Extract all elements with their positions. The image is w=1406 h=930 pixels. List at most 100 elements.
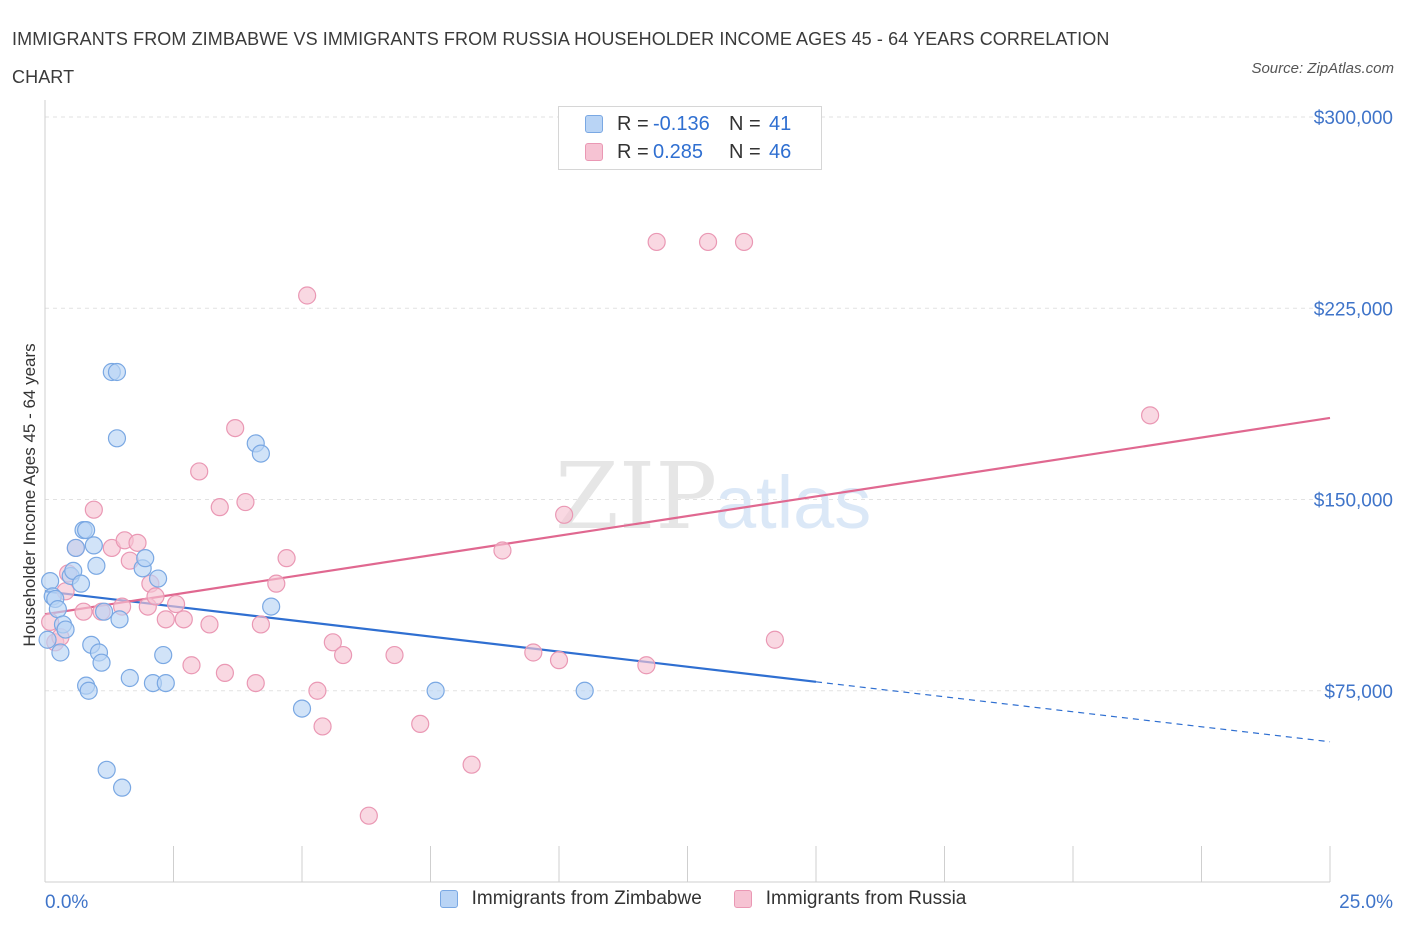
point-russia bbox=[493, 541, 512, 560]
chart-title: IMMIGRANTS FROM ZIMBABWE VS IMMIGRANTS F… bbox=[12, 29, 1110, 87]
point-zimbabwe bbox=[156, 673, 175, 693]
point-zimbabwe bbox=[77, 520, 96, 540]
legend-label-russia: Immigrants from Russia bbox=[765, 888, 967, 909]
legend-r-label: R = bbox=[617, 140, 649, 163]
grid-lines bbox=[45, 116, 1330, 692]
point-zimbabwe bbox=[148, 569, 168, 588]
point-russia bbox=[313, 717, 332, 736]
point-russia bbox=[226, 419, 245, 438]
point-zimbabwe bbox=[84, 536, 103, 555]
point-zimbabwe bbox=[154, 645, 173, 665]
point-zimbabwe bbox=[120, 668, 139, 688]
point-zimbabwe bbox=[107, 429, 127, 448]
point-zimbabwe bbox=[38, 630, 57, 649]
point-zimbabwe bbox=[66, 538, 85, 558]
point-russia bbox=[182, 656, 201, 675]
y-tick-label: $150,000 bbox=[1314, 491, 1393, 512]
x-tick-label: 0.0% bbox=[45, 892, 88, 913]
point-russia bbox=[246, 673, 265, 693]
legend-r-value: -0.136 bbox=[653, 112, 710, 135]
point-russia bbox=[524, 643, 543, 662]
point-russia bbox=[190, 462, 209, 481]
legend-label-zimbabwe: Immigrants from Zimbabwe bbox=[471, 888, 702, 909]
point-zimbabwe bbox=[426, 681, 445, 700]
point-zimbabwe bbox=[87, 556, 106, 575]
point-russia bbox=[308, 681, 327, 700]
point-russia bbox=[74, 602, 93, 621]
legend-swatch-russia bbox=[585, 143, 603, 161]
point-zimbabwe bbox=[262, 597, 281, 616]
point-russia bbox=[210, 498, 229, 517]
point-russia bbox=[298, 286, 317, 305]
point-russia bbox=[555, 505, 574, 524]
legend-row-russia: R = 0.285 N = 46 bbox=[585, 138, 791, 166]
y-tick-label: $225,000 bbox=[1314, 299, 1393, 320]
point-russia bbox=[267, 574, 286, 593]
point-zimbabwe bbox=[48, 600, 67, 619]
point-zimbabwe bbox=[136, 549, 155, 568]
legend-r-value: 0.285 bbox=[653, 140, 704, 163]
source-label: Source: ZipAtlas.com bbox=[1251, 60, 1394, 77]
point-zimbabwe bbox=[41, 571, 60, 591]
point-zimbabwe bbox=[56, 620, 75, 639]
point-zimbabwe bbox=[112, 778, 132, 797]
y-tick-label: $300,000 bbox=[1314, 108, 1393, 129]
point-russia bbox=[549, 651, 569, 670]
point-russia bbox=[277, 549, 296, 568]
point-zimbabwe bbox=[107, 362, 127, 382]
legend-n-value: 46 bbox=[769, 140, 792, 163]
legend-item-russia[interactable]: Immigrants from Russia bbox=[733, 888, 967, 910]
point-russia bbox=[765, 630, 784, 649]
point-zimbabwe bbox=[251, 444, 270, 463]
trend-line-zimbabwe bbox=[44, 590, 817, 683]
y-tick-label: $75,000 bbox=[1324, 682, 1393, 703]
point-russia bbox=[637, 656, 656, 675]
point-russia bbox=[698, 232, 718, 252]
legend-n-label: N = bbox=[729, 140, 761, 163]
point-russia bbox=[1140, 406, 1160, 425]
y-axis-label: Householder Income Ages 45 - 64 years bbox=[20, 343, 39, 647]
point-russia bbox=[359, 806, 378, 825]
point-russia bbox=[411, 714, 430, 734]
point-russia bbox=[385, 645, 404, 665]
legend-item-zimbabwe[interactable]: Immigrants from Zimbabwe bbox=[439, 888, 702, 910]
point-russia bbox=[84, 500, 103, 519]
point-russia bbox=[166, 594, 186, 614]
point-russia bbox=[334, 645, 353, 665]
point-zimbabwe bbox=[71, 574, 91, 593]
point-russia bbox=[323, 633, 342, 652]
legend-swatch-russia bbox=[733, 890, 752, 908]
point-russia bbox=[146, 587, 165, 606]
stats-legend: R = -0.136 N = 41 R = 0.285 N = 46 bbox=[558, 106, 822, 170]
point-russia bbox=[734, 232, 754, 252]
point-zimbabwe bbox=[51, 643, 70, 662]
axes bbox=[44, 100, 1331, 883]
point-zimbabwe bbox=[92, 653, 111, 672]
data-points bbox=[38, 232, 1160, 825]
point-zimbabwe bbox=[575, 681, 594, 700]
point-russia bbox=[174, 610, 193, 629]
point-russia bbox=[215, 663, 234, 683]
legend-r-label: R = bbox=[617, 112, 649, 135]
point-russia bbox=[200, 615, 219, 634]
point-zimbabwe bbox=[95, 602, 114, 621]
watermark-atlas: atlas bbox=[715, 461, 871, 544]
point-russia bbox=[647, 232, 666, 252]
trend-line-zimbabwe-extension bbox=[815, 681, 1331, 743]
point-zimbabwe bbox=[79, 681, 98, 700]
point-russia bbox=[236, 492, 255, 512]
point-russia bbox=[251, 615, 270, 634]
trend-line-russia bbox=[44, 416, 1331, 616]
series-legend: Immigrants from Zimbabwe Immigrants from… bbox=[0, 888, 1406, 910]
legend-swatch-zimbabwe bbox=[585, 115, 603, 133]
point-zimbabwe bbox=[97, 760, 116, 779]
point-zimbabwe bbox=[292, 699, 312, 718]
legend-n-label: N = bbox=[729, 112, 761, 135]
point-zimbabwe bbox=[110, 610, 129, 629]
point-russia bbox=[462, 755, 481, 774]
point-russia bbox=[156, 610, 175, 629]
watermark: ZIP atlas bbox=[555, 443, 871, 550]
legend-n-value: 41 bbox=[769, 112, 792, 135]
point-russia bbox=[128, 533, 147, 552]
